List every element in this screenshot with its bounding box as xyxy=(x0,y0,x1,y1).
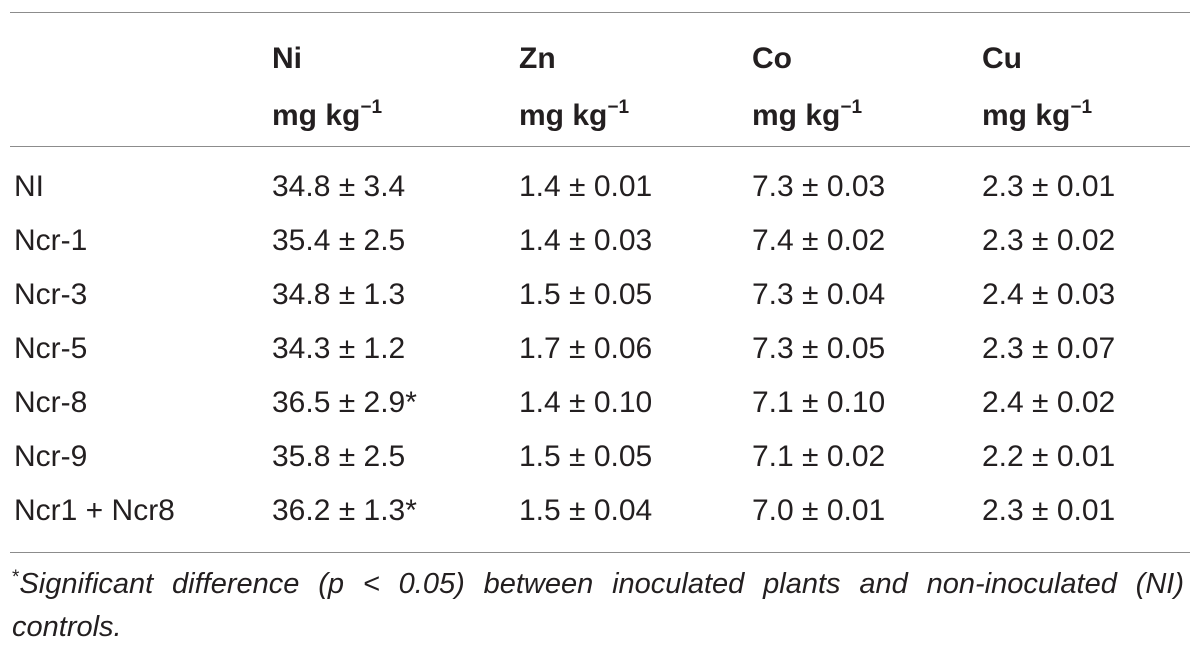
cell-co: 7.3 ± 0.03 xyxy=(752,170,886,203)
bottom-rule xyxy=(10,552,1190,553)
header-unit: mg kg−1 xyxy=(272,97,383,132)
table-footnote: *Significant difference (p < 0.05) betwe… xyxy=(12,563,1184,649)
row-label: NI xyxy=(14,170,44,203)
table-row: Ncr-9 35.8 ± 2.5 1.5 ± 0.05 7.1 ± 0.02 2… xyxy=(0,430,1200,484)
cell-cu: 2.4 ± 0.02 xyxy=(982,386,1116,419)
row-label: Ncr-1 xyxy=(14,224,88,257)
header-zn: Zn mg kg−1 xyxy=(519,30,629,144)
cell-zn: 1.4 ± 0.03 xyxy=(519,224,653,257)
cell-zn: 1.5 ± 0.05 xyxy=(519,278,653,311)
header-co: Co mg kg−1 xyxy=(752,30,862,144)
row-label: Ncr-9 xyxy=(14,440,88,473)
cell-ni: 35.8 ± 2.5 xyxy=(272,440,406,473)
table-row: Ncr-3 34.8 ± 1.3 1.5 ± 0.05 7.3 ± 0.04 2… xyxy=(0,268,1200,322)
row-label: Ncr-8 xyxy=(14,386,88,419)
cell-ni: 36.5 ± 2.9* xyxy=(272,386,417,419)
header-element: Ni xyxy=(272,42,302,75)
cell-cu: 2.2 ± 0.01 xyxy=(982,440,1116,473)
row-label: Ncr-3 xyxy=(14,278,88,311)
cell-cu: 2.3 ± 0.07 xyxy=(982,332,1116,365)
header-element: Zn xyxy=(519,42,556,75)
cell-co: 7.1 ± 0.02 xyxy=(752,440,886,473)
cell-ni: 36.2 ± 1.3* xyxy=(272,494,417,527)
table-row: Ncr-8 36.5 ± 2.9* 1.4 ± 0.10 7.1 ± 0.10 … xyxy=(0,376,1200,430)
cell-cu: 2.4 ± 0.03 xyxy=(982,278,1116,311)
header-unit: mg kg−1 xyxy=(982,97,1093,132)
table-row: Ncr-5 34.3 ± 1.2 1.7 ± 0.06 7.3 ± 0.05 2… xyxy=(0,322,1200,376)
cell-cu: 2.3 ± 0.02 xyxy=(982,224,1116,257)
table-row: Ncr-1 35.4 ± 2.5 1.4 ± 0.03 7.4 ± 0.02 2… xyxy=(0,214,1200,268)
row-label: Ncr-5 xyxy=(14,332,88,365)
table-row: Ncr1 + Ncr8 36.2 ± 1.3* 1.5 ± 0.04 7.0 ±… xyxy=(0,484,1200,538)
footnote-mark: * xyxy=(12,567,20,588)
cell-co: 7.4 ± 0.02 xyxy=(752,224,886,257)
cell-co: 7.0 ± 0.01 xyxy=(752,494,886,527)
top-rule xyxy=(10,12,1190,13)
cell-zn: 1.4 ± 0.01 xyxy=(519,170,653,203)
cell-cu: 2.3 ± 0.01 xyxy=(982,170,1116,203)
cell-ni: 34.8 ± 1.3 xyxy=(272,278,406,311)
cell-ni: 35.4 ± 2.5 xyxy=(272,224,406,257)
header-unit: mg kg−1 xyxy=(519,97,630,132)
cell-zn: 1.7 ± 0.06 xyxy=(519,332,653,365)
footnote-text: Significant difference (p < 0.05) betwee… xyxy=(12,568,1184,643)
cell-co: 7.3 ± 0.04 xyxy=(752,278,886,311)
header-unit: mg kg−1 xyxy=(752,97,863,132)
table-row: NI 34.8 ± 3.4 1.4 ± 0.01 7.3 ± 0.03 2.3 … xyxy=(0,160,1200,214)
cell-ni: 34.8 ± 3.4 xyxy=(272,170,406,203)
cell-cu: 2.3 ± 0.01 xyxy=(982,494,1116,527)
cell-zn: 1.5 ± 0.05 xyxy=(519,440,653,473)
cell-zn: 1.5 ± 0.04 xyxy=(519,494,653,527)
cell-co: 7.1 ± 0.10 xyxy=(752,386,886,419)
header-ni: Ni mg kg−1 xyxy=(272,30,382,144)
row-label: Ncr1 + Ncr8 xyxy=(14,494,175,527)
header-element: Co xyxy=(752,42,792,75)
header-element: Cu xyxy=(982,42,1022,75)
header-rule xyxy=(10,146,1190,147)
cell-ni: 34.3 ± 1.2 xyxy=(272,332,406,365)
table-body: NI 34.8 ± 3.4 1.4 ± 0.01 7.3 ± 0.03 2.3 … xyxy=(0,160,1200,538)
cell-zn: 1.4 ± 0.10 xyxy=(519,386,653,419)
cell-co: 7.3 ± 0.05 xyxy=(752,332,886,365)
table-header: Ni mg kg−1 Zn mg kg−1 Co mg kg−1 Cu mg k… xyxy=(0,30,1200,140)
header-cu: Cu mg kg−1 xyxy=(982,30,1092,144)
